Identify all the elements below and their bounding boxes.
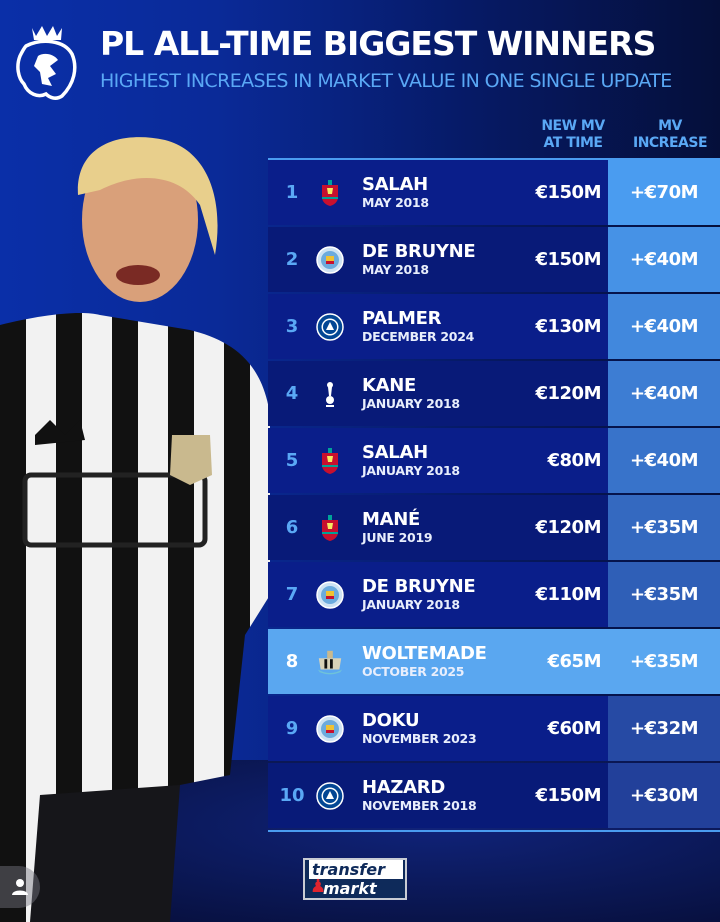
player-info: DE BRUYNE MAY 2018 bbox=[362, 241, 501, 278]
player-name: DOKU bbox=[362, 710, 420, 731]
chelsea-crest-icon bbox=[316, 781, 344, 811]
newcastle-crest-icon bbox=[316, 647, 344, 677]
update-date: JUNE 2019 bbox=[362, 530, 433, 545]
table-row: 5 SALAH JANUARY 2018 €80M +€40M bbox=[268, 428, 720, 493]
player-name: KANE bbox=[362, 375, 417, 396]
new-market-value: €80M bbox=[547, 450, 602, 471]
tottenham-crest-icon bbox=[316, 379, 344, 409]
user-icon bbox=[12, 879, 28, 895]
table-row: 10 HAZARD NOVEMBER 2018 €150M +€30M bbox=[268, 763, 720, 828]
market-value-increase: +€70M bbox=[608, 160, 720, 225]
man-city-crest-icon bbox=[316, 714, 344, 744]
chelsea-crest-icon bbox=[316, 312, 344, 342]
market-value-increase: +€40M bbox=[608, 428, 720, 493]
new-market-value: €130M bbox=[535, 316, 601, 337]
column-header-line: AT TIME bbox=[543, 135, 603, 151]
player-info: KANE JANUARY 2018 bbox=[362, 375, 501, 412]
player-info: MANÉ JUNE 2019 bbox=[362, 509, 501, 546]
liverpool-crest-icon bbox=[316, 513, 344, 543]
player-name: PALMER bbox=[362, 308, 442, 329]
player-name: MANÉ bbox=[362, 509, 421, 530]
player-name: DE BRUYNE bbox=[362, 576, 476, 597]
table-row: 4 KANE JANUARY 2018 €120M +€40M bbox=[268, 361, 720, 426]
column-header-line: MV bbox=[658, 118, 682, 134]
man-city-crest-icon bbox=[316, 245, 344, 275]
rank: 2 bbox=[285, 249, 299, 270]
market-value-increase: +€40M bbox=[608, 294, 720, 359]
market-value-increase: +€35M bbox=[608, 562, 720, 627]
page-title: PL ALL-TIME BIGGEST WINNERS bbox=[100, 24, 656, 63]
player-name: WOLTEMADE bbox=[362, 643, 487, 664]
market-value-increase: +€40M bbox=[608, 227, 720, 292]
transfermarkt-logo: transfer ♟ markt bbox=[303, 858, 407, 900]
column-header-mv-increase: MV INCREASE bbox=[622, 118, 718, 152]
new-market-value: €150M bbox=[535, 182, 601, 203]
new-market-value: €150M bbox=[535, 249, 601, 270]
premier-league-lion-icon bbox=[16, 26, 77, 100]
player-info: WOLTEMADE OCTOBER 2025 bbox=[362, 643, 501, 680]
tagged-users-button[interactable] bbox=[0, 866, 40, 908]
player-info: SALAH MAY 2018 bbox=[362, 174, 501, 211]
market-value-increase: +€32M bbox=[608, 696, 720, 761]
market-value-increase: +€35M bbox=[608, 495, 720, 560]
update-date: DECEMBER 2024 bbox=[362, 329, 474, 344]
liverpool-crest-icon bbox=[316, 446, 344, 476]
player-info: DOKU NOVEMBER 2023 bbox=[362, 710, 501, 747]
page-subtitle: HIGHEST INCREASES IN MARKET VALUE IN ONE… bbox=[100, 70, 672, 92]
new-market-value: €120M bbox=[535, 517, 601, 538]
rank: 6 bbox=[285, 517, 299, 538]
market-value-increase: +€35M bbox=[629, 651, 699, 672]
new-market-value: €110M bbox=[535, 584, 601, 605]
update-date: NOVEMBER 2023 bbox=[362, 731, 477, 746]
player-name: SALAH bbox=[362, 442, 428, 463]
player-info: PALMER DECEMBER 2024 bbox=[362, 308, 501, 345]
market-value-increase: +€30M bbox=[608, 763, 720, 828]
update-date: JANUARY 2018 bbox=[362, 463, 460, 478]
player-info: DE BRUYNE JANUARY 2018 bbox=[362, 576, 501, 613]
player-name: DE BRUYNE bbox=[362, 241, 476, 262]
table-row: 3 PALMER DECEMBER 2024 €130M +€40M bbox=[268, 294, 720, 359]
update-date: JANUARY 2018 bbox=[362, 396, 460, 411]
rank: 7 bbox=[285, 584, 299, 605]
rankings-table: 1 SALAH MAY 2018 €150M +€70M 2 DE BRUYNE… bbox=[268, 158, 720, 832]
liverpool-crest-icon bbox=[316, 178, 344, 208]
man-city-crest-icon bbox=[316, 580, 344, 610]
column-header-new-mv: NEW MV AT TIME bbox=[528, 118, 618, 152]
table-row: 8 WOLTEMADE OCTOBER 2025 €65M +€35M bbox=[268, 629, 720, 694]
rank: 1 bbox=[285, 182, 299, 203]
player-info: SALAH JANUARY 2018 bbox=[362, 442, 501, 479]
rank: 10 bbox=[279, 785, 305, 806]
new-market-value: €150M bbox=[535, 785, 601, 806]
rank: 4 bbox=[285, 383, 299, 404]
table-row: 6 MANÉ JUNE 2019 €120M +€35M bbox=[268, 495, 720, 560]
table-row: 1 SALAH MAY 2018 €150M +€70M bbox=[268, 160, 720, 225]
player-photo bbox=[0, 137, 270, 922]
player-figure-icon: ♟ bbox=[310, 876, 327, 897]
brand-line2: markt bbox=[323, 879, 377, 898]
player-name: SALAH bbox=[362, 174, 428, 195]
table-row: 9 DOKU NOVEMBER 2023 €60M +€32M bbox=[268, 696, 720, 761]
column-header-line: NEW MV bbox=[541, 118, 605, 134]
rank: 8 bbox=[285, 651, 299, 672]
table-row: 7 DE BRUYNE JANUARY 2018 €110M +€35M bbox=[268, 562, 720, 627]
new-market-value: €65M bbox=[547, 651, 602, 672]
new-market-value: €120M bbox=[535, 383, 601, 404]
rank: 3 bbox=[285, 316, 299, 337]
new-market-value: €60M bbox=[547, 718, 602, 739]
rank: 9 bbox=[285, 718, 299, 739]
update-date: JANUARY 2018 bbox=[362, 597, 460, 612]
brand-line1: transfer bbox=[309, 860, 403, 879]
column-header-line: INCREASE bbox=[632, 135, 708, 151]
update-date: NOVEMBER 2018 bbox=[362, 798, 477, 813]
market-value-increase: +€40M bbox=[608, 361, 720, 426]
update-date: MAY 2018 bbox=[362, 195, 429, 210]
table-row: 2 DE BRUYNE MAY 2018 €150M +€40M bbox=[268, 227, 720, 292]
update-date: OCTOBER 2025 bbox=[362, 664, 465, 679]
player-info: HAZARD NOVEMBER 2018 bbox=[362, 777, 501, 814]
update-date: MAY 2018 bbox=[362, 262, 429, 277]
player-name: HAZARD bbox=[362, 777, 445, 798]
rank: 5 bbox=[285, 450, 299, 471]
